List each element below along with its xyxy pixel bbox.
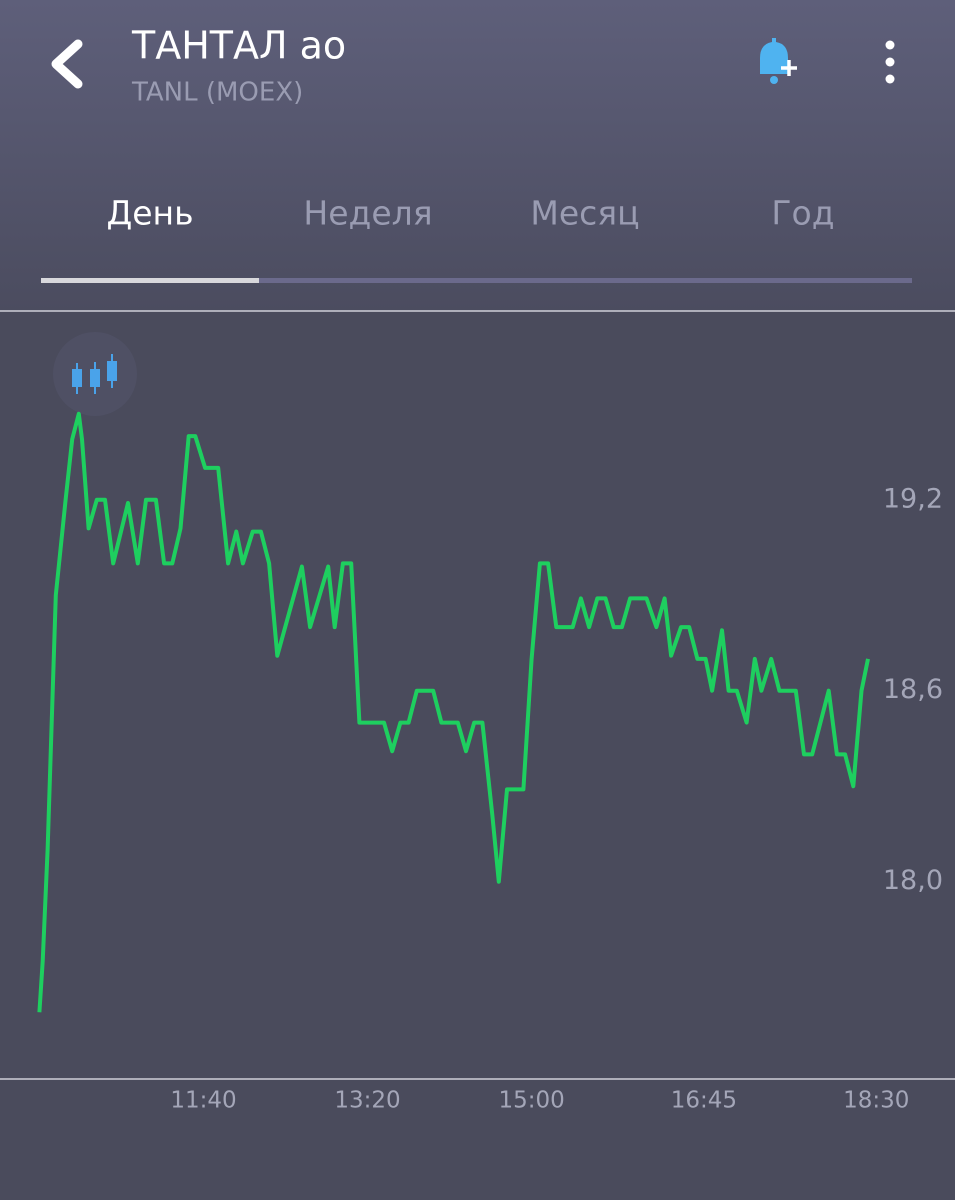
menu-button[interactable]	[885, 40, 895, 84]
title: ТАНТАЛ ао	[131, 24, 346, 68]
tab[interactable]: Месяц	[530, 194, 639, 233]
candle-toggle[interactable]	[53, 332, 137, 416]
y-tick-label: 18,6	[883, 674, 943, 705]
dot	[885, 74, 895, 84]
candle-icon	[72, 369, 82, 387]
bell-icon	[760, 38, 788, 74]
back-button[interactable]	[51, 39, 83, 89]
dot	[885, 57, 895, 67]
subtitle: TANL (MOEX)	[131, 78, 303, 108]
x-tick-label: 11:40	[170, 1088, 236, 1114]
tab[interactable]: День	[106, 194, 193, 233]
x-tick-label: 18:30	[843, 1088, 909, 1114]
alert-button[interactable]	[760, 38, 797, 84]
tab-track	[41, 278, 912, 283]
x-tick-label: 15:00	[499, 1088, 565, 1114]
candle-icon	[90, 369, 100, 387]
x-tick-label: 16:45	[671, 1088, 737, 1114]
tab[interactable]: Год	[771, 194, 834, 233]
tab-indicator	[41, 278, 259, 283]
plus-icon	[781, 60, 797, 76]
header-bg	[0, 0, 955, 311]
y-tick-label: 18,0	[883, 865, 943, 896]
x-tick-label: 13:20	[334, 1088, 400, 1114]
dot	[885, 40, 895, 50]
price-line	[37, 411, 870, 1013]
y-tick-label: 19,2	[883, 483, 943, 514]
tab[interactable]: Неделя	[303, 194, 432, 233]
candle-icon	[107, 361, 117, 381]
bell-clapper	[770, 76, 778, 84]
chart-bg	[0, 311, 955, 1200]
